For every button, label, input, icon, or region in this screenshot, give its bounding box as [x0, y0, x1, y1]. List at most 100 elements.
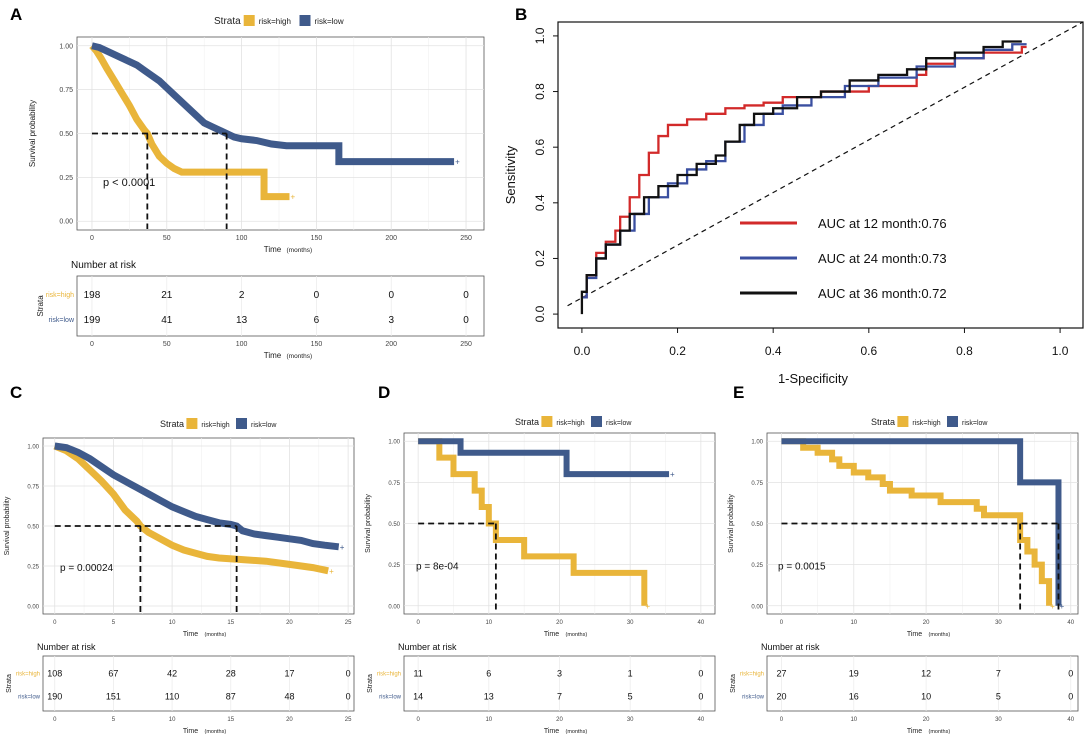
km-curve-low [54, 442, 340, 551]
x-tick-label: 150 [311, 235, 323, 242]
legend-key-high [541, 416, 553, 427]
risk-count: 42 [167, 669, 177, 679]
y-tick-label: 0.25 [388, 563, 400, 569]
x-tick-label: 15 [227, 620, 234, 626]
risk-count: 12 [921, 669, 931, 679]
p-value: p = 8e-04 [416, 562, 459, 573]
risk-count: 198 [84, 290, 101, 301]
risk-row-label: risk=high [16, 672, 40, 678]
y-tick-label: 0.50 [751, 522, 763, 528]
risk-x-tick-label: 20 [286, 717, 293, 723]
y-axis-title: Survival probability [728, 494, 735, 553]
x-tick-label: 20 [923, 620, 930, 626]
x-tick-label: 40 [1067, 620, 1074, 626]
legend-label-high: risk=high [912, 420, 940, 427]
y-tick-label: 0.4 [533, 194, 547, 211]
legend-label-low: risk=low [962, 420, 988, 427]
p-value: p = 0.0015 [778, 562, 826, 573]
y-tick-label: 1.00 [388, 440, 400, 446]
risk-count: 3 [388, 315, 394, 326]
panel-label-b: B [515, 5, 527, 24]
risk-x-axis-unit: (months) [566, 729, 588, 735]
risk-row-axis-title: Strata [367, 674, 374, 693]
censor-mark: + [1050, 602, 1055, 611]
y-axis-title: Survival probability [28, 100, 37, 167]
risk-table-title: Number at risk [37, 642, 96, 652]
risk-count: 108 [47, 669, 62, 679]
legend-label-low: risk=low [251, 422, 277, 429]
p-value: p < 0.0001 [103, 177, 155, 189]
legend-key-low [947, 416, 958, 427]
y-tick-label: 0.8 [533, 83, 547, 100]
y-tick-label: 0.50 [59, 131, 73, 138]
x-tick-label: 0.2 [669, 344, 686, 358]
risk-table-area [766, 655, 1079, 712]
panel-b-roc-plot: 0.0 0.2 0.4 0.6 0.8 1.0 0.0 0.2 0.4 0.6 0.8 1.0 1-Sp… [503, 21, 1084, 386]
legend-label-low: risk=low [606, 420, 632, 427]
risk-x-tick-label: 100 [236, 341, 248, 348]
x-tick-label: 200 [385, 235, 397, 242]
y-tick-label: 1.00 [59, 43, 73, 50]
y-tick-label: 0.50 [27, 525, 39, 531]
risk-count: 6 [486, 669, 491, 679]
legend-key-low [236, 418, 247, 429]
x-tick-label: 25 [345, 620, 352, 626]
x-tick-label: 10 [850, 620, 857, 626]
km-curve-high [781, 438, 1053, 606]
x-tick-label: 20 [556, 620, 563, 626]
risk-x-tick-label: 150 [311, 341, 323, 348]
y-tick-label: 0.00 [751, 604, 763, 610]
legend-key-high [897, 416, 909, 427]
risk-x-axis-title: Time [907, 728, 922, 735]
risk-count: 6 [314, 315, 320, 326]
legend-title: Strata [871, 417, 895, 427]
risk-x-tick-label: 0 [416, 717, 420, 723]
risk-count: 0 [346, 669, 351, 679]
y-tick-label: 0.6 [533, 139, 547, 156]
y-tick-label: 0.0 [533, 305, 547, 322]
risk-x-tick-label: 250 [460, 341, 472, 348]
risk-count: 0 [1068, 692, 1073, 702]
x-tick-label: 50 [163, 235, 171, 242]
risk-count: 2 [239, 290, 245, 301]
censor-mark: + [670, 470, 675, 479]
panel-label-e: E [733, 383, 744, 402]
risk-x-tick-label: 200 [385, 341, 397, 348]
risk-row-label: risk=low [18, 695, 41, 701]
risk-row-label: risk=high [740, 672, 764, 678]
risk-count: 10 [921, 692, 931, 702]
risk-x-axis-title: Time [544, 728, 559, 735]
risk-count: 67 [108, 669, 118, 679]
legend-key-low [591, 416, 602, 427]
x-axis-title: Time [907, 631, 922, 638]
censor-mark: + [340, 543, 345, 552]
x-tick-label: 100 [236, 235, 248, 242]
y-tick-label: 0.75 [388, 481, 400, 487]
x-axis-unit: (months) [287, 247, 313, 254]
legend-label-high: risk=high [201, 422, 229, 429]
legend-title: Strata [160, 419, 184, 429]
risk-x-tick-label: 10 [485, 717, 492, 723]
km-curve-low [418, 438, 670, 478]
x-axis-unit: (months) [205, 632, 227, 638]
risk-count: 19 [849, 669, 859, 679]
legend-label-3: AUC at 36 month:0.72 [818, 286, 947, 301]
risk-row-axis-title: Strata [730, 674, 737, 693]
y-tick-label: 0.00 [27, 605, 39, 611]
risk-count: 7 [996, 669, 1001, 679]
y-tick-label: 0.25 [751, 563, 763, 569]
risk-count: 199 [84, 315, 101, 326]
risk-row-label: risk=high [377, 672, 401, 678]
x-axis-unit: (months) [566, 632, 588, 638]
risk-count: 5 [996, 692, 1001, 702]
x-tick-label: 0.4 [765, 344, 782, 358]
legend-title: Strata [515, 417, 539, 427]
risk-count: 5 [628, 692, 633, 702]
y-axis-title: Survival probability [365, 494, 372, 553]
x-tick-label: 0.8 [956, 344, 973, 358]
x-axis-title: 1-Specificity [778, 371, 849, 386]
legend-label-high: risk=high [259, 17, 291, 26]
